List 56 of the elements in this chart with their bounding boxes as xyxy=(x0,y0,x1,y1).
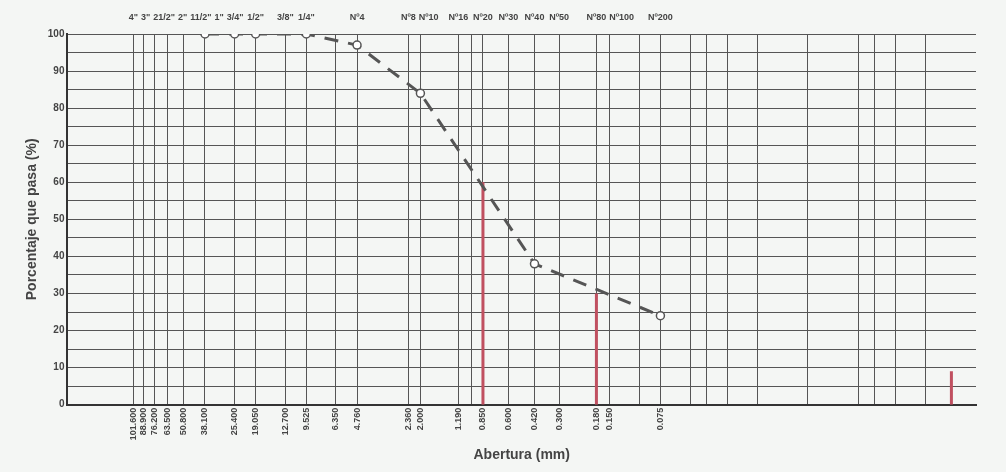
text: Nº200 xyxy=(648,11,673,22)
x-tick-label: 101.600 xyxy=(127,407,138,441)
text: 11/2" xyxy=(190,11,212,22)
x-tick-label: 12.700 xyxy=(279,407,290,436)
y-tick-label: 20 xyxy=(53,324,65,336)
text: 3" xyxy=(140,11,151,22)
x-axis-title: Abertura (mm) xyxy=(473,446,570,463)
x-tick-label: 0.300 xyxy=(553,407,564,431)
y-tick-label: 60 xyxy=(53,176,65,188)
x-tick-label: 0.600 xyxy=(502,407,513,431)
x-tick-label: 0.850 xyxy=(477,407,488,431)
y-tick-label: 0 xyxy=(58,398,65,410)
y-tick-label: 100 xyxy=(47,27,65,39)
text: 1" xyxy=(214,11,224,22)
y-tick-label: 90 xyxy=(53,64,65,76)
x-tick-label: 4.760 xyxy=(351,407,362,431)
text: Nº8 xyxy=(400,11,416,22)
text: 21/2" xyxy=(153,11,176,22)
x-tick-label: 6.350 xyxy=(330,407,341,431)
text: Nº16 xyxy=(448,11,469,22)
y-tick-label: 50 xyxy=(53,213,65,225)
x-tick-label: 0.420 xyxy=(528,407,539,431)
text: 2" xyxy=(177,11,188,22)
x-tick-label: 0.180 xyxy=(590,407,601,431)
text: Nº30 xyxy=(498,11,519,22)
x-tick-label: 25.400 xyxy=(229,407,240,436)
text: Nº10 xyxy=(418,11,439,22)
y-tick-label: 30 xyxy=(53,287,65,299)
y-tick-label: 40 xyxy=(53,250,65,262)
x-tick-label: 38.100 xyxy=(199,407,210,436)
x-tick-label: 88.900 xyxy=(137,407,148,436)
x-tick-label: 2.000 xyxy=(414,407,425,431)
text: 1/2" xyxy=(247,11,265,22)
text: Nº50 xyxy=(549,11,569,22)
text: 4" xyxy=(128,11,138,22)
x-tick-label: 2.360 xyxy=(402,407,413,431)
x-tick-label: 63.500 xyxy=(162,407,173,436)
y-tick-label: 10 xyxy=(53,361,65,373)
x-tick-label: 9.525 xyxy=(300,407,311,431)
y-tick-label: 80 xyxy=(53,101,65,113)
x-tick-label: 0.075 xyxy=(654,407,665,431)
x-tick-label: 76.200 xyxy=(148,407,159,436)
text: 3/4" xyxy=(226,11,244,22)
x-tick-label: 19.050 xyxy=(250,407,261,436)
text: Nº40 xyxy=(524,11,545,22)
text: 1/4" xyxy=(297,11,315,22)
y-axis-title: Porcentaje que pasa (%) xyxy=(23,138,40,301)
text: Nº4 xyxy=(349,11,365,22)
text: Nº20 xyxy=(473,11,493,22)
x-tick-label: 50.800 xyxy=(178,407,189,436)
x-tick-label: 0.150 xyxy=(604,407,615,431)
text: Nº100 xyxy=(609,11,635,22)
y-tick-label: 70 xyxy=(53,138,65,150)
text: 3/8" xyxy=(276,11,294,22)
x-tick-label: 1.190 xyxy=(452,407,463,431)
text: Nº80 xyxy=(586,11,607,22)
